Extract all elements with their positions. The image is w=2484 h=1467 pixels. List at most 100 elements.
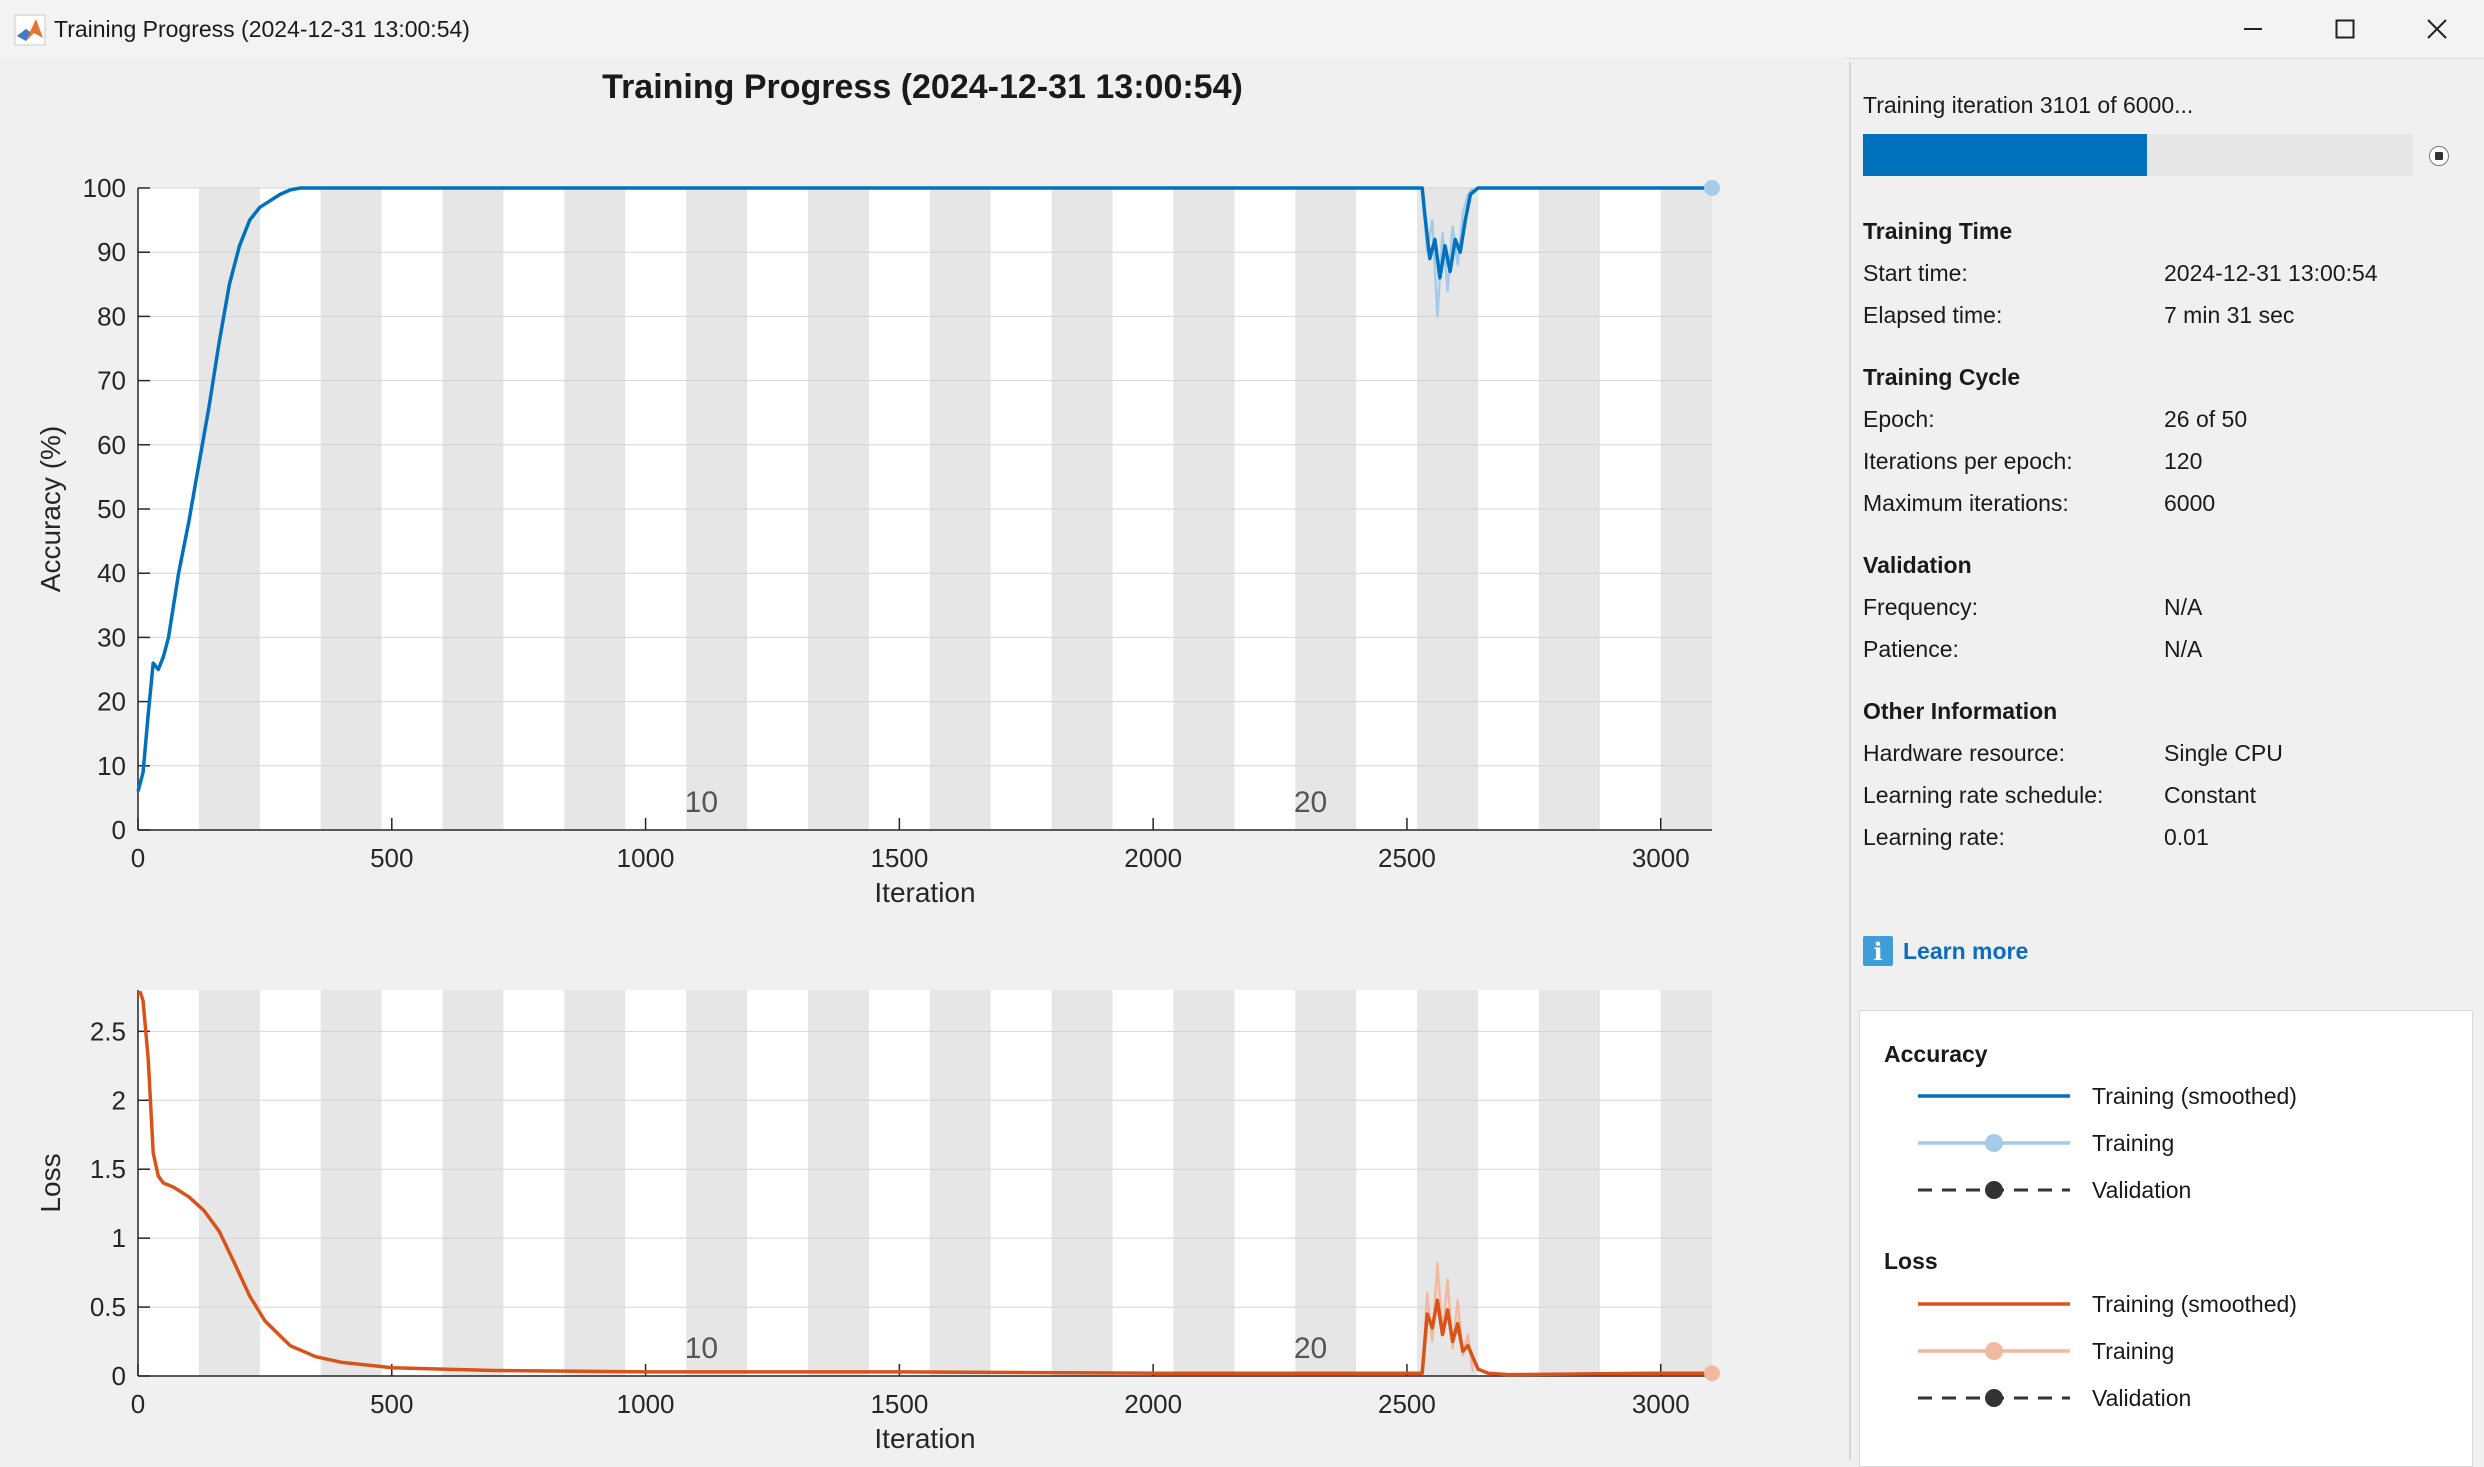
x-axis-label: Iteration [874,1423,975,1454]
epoch-band [199,990,260,1376]
hardware-resource-label: Hardware resource: [1863,740,2065,767]
y-tick-label: 10 [97,751,126,781]
epoch-band [1052,990,1113,1376]
legend-loss-validation-swatch [1918,1383,2078,1413]
epoch-band [1173,990,1234,1376]
legend-accuracy-heading: Accuracy [1884,1041,1988,1068]
close-icon [2426,18,2448,40]
learning-rate-value: 0.01 [2164,824,2209,851]
start-time-value: 2024-12-31 13:00:54 [2164,260,2378,287]
window-title: Training Progress (2024-12-31 13:00:54) [54,16,470,43]
epoch-band [930,990,991,1376]
epoch-band [1539,990,1600,1376]
patience-value: N/A [2164,636,2202,663]
legend-accuracy-validation-swatch [1918,1175,2078,1205]
x-tick-label: 3000 [1632,843,1690,873]
iterations-per-epoch-value: 120 [2164,448,2202,475]
legend-accuracy-smoothed-swatch [1918,1081,2078,1111]
epoch-label: 20 [1294,1332,1327,1365]
x-tick-label: 0 [131,843,145,873]
legend-accuracy-training: Training [2092,1130,2174,1157]
x-tick-label: 0 [131,1389,145,1419]
legend-loss-smoothed-swatch [1918,1289,2078,1319]
x-tick-label: 2500 [1378,843,1436,873]
x-tick-label: 500 [370,843,413,873]
section-training-cycle: Training Cycle [1863,364,2020,391]
hardware-resource-value: Single CPU [2164,740,2283,767]
epoch-label: 10 [685,1332,718,1365]
last-point-marker [1704,1365,1720,1381]
y-axis-label: Accuracy (%) [35,426,66,592]
epoch-band [686,990,747,1376]
legend-loss-validation: Validation [2092,1385,2191,1412]
legend-loss-training-swatch [1918,1336,2078,1366]
start-time-label: Start time: [1863,260,1968,287]
y-tick-label: 70 [97,366,126,396]
y-tick-label: 30 [97,622,126,652]
y-tick-label: 2 [112,1085,126,1115]
legend-loss-smoothed: Training (smoothed) [2092,1291,2297,1318]
y-axis-label: Loss [35,1153,66,1212]
progress-bar [1863,134,2413,176]
info-icon: i [1863,936,1893,966]
y-tick-label: 1.5 [90,1154,126,1184]
learn-more-text: Learn more [1903,938,2028,965]
y-tick-label: 60 [97,430,126,460]
iterations-per-epoch-label: Iterations per epoch: [1863,448,2073,475]
epoch-value: 26 of 50 [2164,406,2247,433]
iteration-status: Training iteration 3101 of 6000... [1863,92,2193,119]
training-info-panel: Training iteration 3101 of 6000... Train… [1849,62,2481,1460]
matlab-icon [14,14,46,46]
x-axis-label: Iteration [874,877,975,908]
x-tick-label: 1500 [870,1389,928,1419]
epoch-band [1295,990,1356,1376]
minimize-button[interactable] [2207,0,2299,58]
y-tick-label: 0 [112,1361,126,1391]
epoch-label: 20 [1294,786,1327,819]
window-titlebar: Training Progress (2024-12-31 13:00:54) [0,0,2484,59]
max-iterations-value: 6000 [2164,490,2215,517]
x-tick-label: 2000 [1124,1389,1182,1419]
section-validation: Validation [1863,552,1972,579]
minimize-icon [2243,19,2263,39]
epoch-band [321,990,382,1376]
y-tick-label: 50 [97,494,126,524]
maximize-button[interactable] [2299,0,2391,58]
y-tick-label: 80 [97,301,126,331]
learn-more-link[interactable]: i Learn more [1863,936,2028,966]
charts: 01020304050607080901000 500 1000 1500 2000 25… [0,58,1845,1460]
legend-loss-heading: Loss [1884,1248,1938,1275]
section-other-information: Other Information [1863,698,2057,725]
elapsed-time-label: Elapsed time: [1863,302,2002,329]
elapsed-time-value: 7 min 31 sec [2164,302,2294,329]
epoch-band [443,990,504,1376]
x-tick-label: 1500 [870,843,928,873]
y-tick-label: 0 [112,815,126,845]
last-point-marker [1704,180,1720,196]
y-tick-label: 1 [112,1223,126,1253]
y-tick-label: 2.5 [90,1016,126,1046]
legend-accuracy-training-swatch [1918,1128,2078,1158]
legend-panel: Accuracy Training (smoothed) Training Va… [1859,1010,2473,1467]
max-iterations-label: Maximum iterations: [1863,490,2069,517]
legend-accuracy-smoothed: Training (smoothed) [2092,1083,2297,1110]
x-tick-label: 1000 [617,843,675,873]
close-button[interactable] [2391,0,2483,58]
y-tick-label: 90 [97,237,126,267]
y-tick-label: 0.5 [90,1292,126,1322]
frequency-value: N/A [2164,594,2202,621]
lr-schedule-label: Learning rate schedule: [1863,782,2103,809]
lr-schedule-value: Constant [2164,782,2256,809]
legend-loss-training: Training [2092,1338,2174,1365]
epoch-label: Epoch: [1863,406,1935,433]
y-tick-label: 100 [83,173,126,203]
stop-training-button[interactable] [2429,146,2449,166]
epoch-band [808,990,869,1376]
section-training-time: Training Time [1863,218,2012,245]
x-tick-label: 1000 [617,1389,675,1419]
progress-fill [1863,134,2147,176]
x-tick-label: 500 [370,1389,413,1419]
x-tick-label: 3000 [1632,1389,1690,1419]
epoch-band [1661,990,1712,1376]
y-tick-label: 20 [97,687,126,717]
